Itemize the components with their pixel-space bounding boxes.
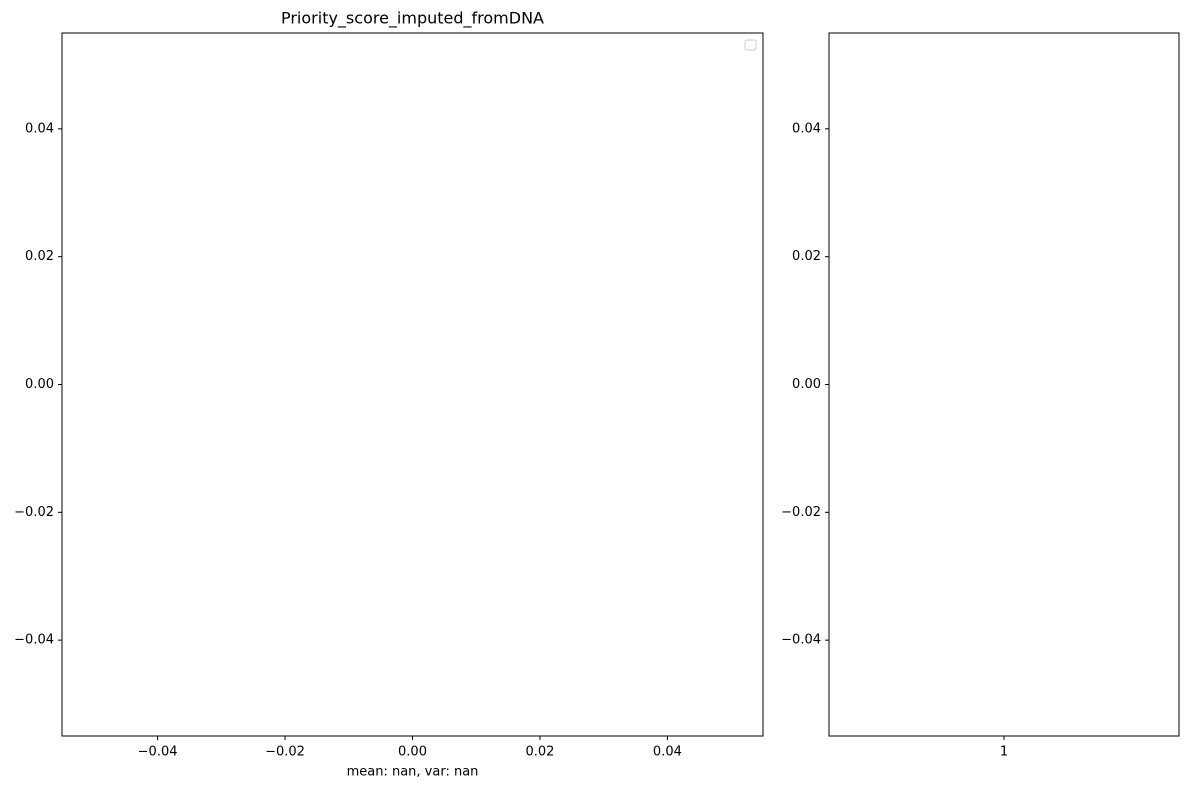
chart-title: Priority_score_imputed_fromDNA [281, 9, 544, 29]
y-tick-label: −0.02 [781, 505, 821, 520]
y-tick-label: −0.04 [781, 633, 821, 648]
x-axis-label: mean: nan, var: nan [347, 765, 479, 780]
y-tick-label: 0.00 [792, 377, 821, 392]
y-tick-label: 0.04 [792, 121, 821, 136]
x-tick-label: −0.02 [265, 745, 305, 760]
y-tick-label: 0.02 [25, 249, 54, 264]
y-tick-label: −0.04 [14, 633, 54, 648]
x-tick-label: 1 [1000, 745, 1008, 760]
legend [744, 39, 757, 51]
y-tick-label: 0.04 [25, 121, 54, 136]
y-tick-label: 0.02 [792, 249, 821, 264]
y-tick-label: −0.02 [14, 505, 54, 520]
x-tick-label: −0.04 [138, 745, 178, 760]
x-tick-label: 0.02 [525, 745, 554, 760]
x-tick-label: 0.00 [398, 745, 427, 760]
y-tick-label: 0.00 [25, 377, 54, 392]
x-tick-label: 0.04 [653, 745, 682, 760]
